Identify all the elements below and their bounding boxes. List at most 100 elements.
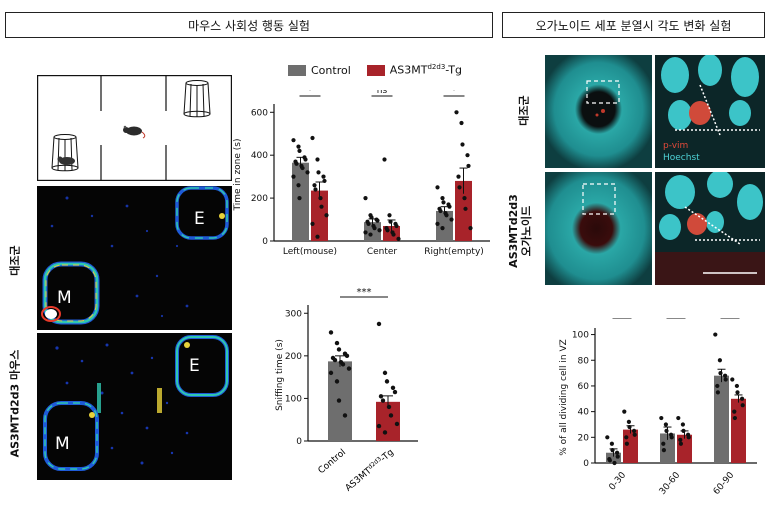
data-point [376, 321, 382, 327]
header-social-behavior: 마우스 사회성 행동 실험 [5, 12, 493, 38]
data-point [669, 435, 674, 440]
significance-label: ns [377, 90, 388, 96]
y-tick-label: 80 [578, 356, 590, 366]
data-point [328, 330, 334, 335]
micro-tg-zoom-image [655, 172, 765, 285]
zone-marker-empty-tg: E [189, 356, 200, 376]
data-point [459, 120, 464, 126]
data-point [465, 153, 470, 158]
bar [731, 398, 746, 463]
data-point [632, 432, 637, 437]
data-point [346, 366, 352, 371]
data-point [336, 398, 342, 403]
micro-control-overview-image [545, 55, 652, 168]
y-tick-label: 300 [285, 309, 302, 319]
y-tick-label: 400 [251, 151, 268, 161]
row-label-micro-tg: AS3MTd2d3 오가노이드 [507, 191, 537, 271]
data-point [334, 379, 340, 384]
bar [660, 433, 675, 463]
data-point [340, 362, 346, 367]
x-tick-label: Right(empty) [424, 247, 484, 257]
data-point [391, 232, 396, 237]
micro-tg-overview [545, 172, 652, 285]
y-axis-label: % of all dividing cell in VZ [559, 339, 569, 456]
data-point [681, 428, 686, 433]
significance-label: *** [357, 287, 372, 298]
data-point [468, 226, 473, 231]
data-point [457, 185, 462, 190]
data-point [368, 232, 373, 237]
data-point [435, 221, 440, 226]
x-tick-label: AS3MTd2d3-Tg [343, 447, 396, 494]
data-point [612, 460, 617, 466]
data-point [313, 187, 318, 192]
data-point [324, 213, 329, 218]
data-point [378, 394, 384, 399]
data-point [322, 178, 327, 184]
data-point [466, 163, 471, 169]
data-point [441, 200, 446, 205]
data-point [438, 208, 443, 214]
x-tick-label: 0-30 [608, 470, 629, 492]
data-point [680, 422, 685, 427]
data-point [463, 206, 468, 211]
micro-tg-zoom [655, 172, 765, 285]
data-point [291, 174, 296, 179]
row-label-micro-tg-line1: AS3MTd2d3 [507, 194, 520, 268]
legend-swatch-tg [366, 64, 385, 76]
bar [606, 452, 621, 463]
y-tick-label: 600 [251, 108, 268, 118]
data-point [715, 383, 720, 389]
data-point [678, 437, 683, 442]
data-point [456, 174, 461, 179]
data-point [440, 195, 445, 201]
bar [364, 222, 381, 241]
data-point [735, 390, 740, 395]
data-point [363, 230, 368, 235]
data-point [627, 424, 632, 430]
data-point [305, 170, 310, 175]
zone-marker-mouse-tg: M [55, 434, 70, 454]
data-point [659, 415, 664, 421]
data-point [444, 213, 449, 218]
data-point [626, 419, 631, 425]
data-point [663, 422, 668, 427]
significance-label: * [308, 90, 313, 96]
data-point [387, 213, 392, 218]
x-tick-label: 30-60 [658, 470, 683, 497]
data-point [312, 183, 317, 188]
data-point [624, 435, 629, 440]
micro-control-overview [545, 55, 652, 168]
data-point [678, 441, 683, 446]
data-point [661, 448, 666, 453]
data-point [296, 183, 301, 188]
zone-marker-empty: E [194, 209, 205, 229]
heatmap-control-image: M E [41, 186, 229, 325]
data-point [332, 357, 338, 363]
data-point [449, 217, 454, 222]
data-point [440, 226, 445, 231]
data-point [460, 142, 465, 147]
micro-control-zoom: p-vim Hoechst [655, 55, 765, 168]
header-organoid-division: 오가노이드 세포 분열시 각도 변화 실험 [502, 12, 765, 38]
data-point [610, 448, 615, 453]
bar [714, 375, 729, 463]
data-point [615, 454, 620, 459]
data-point [396, 236, 401, 241]
heatmap-tg: M E [37, 333, 232, 480]
row-label-micro-control: 대조군 [517, 95, 531, 126]
data-point [664, 428, 669, 433]
data-point [740, 403, 745, 408]
y-tick-label: 20 [578, 433, 590, 443]
chart-division-angle: 0 20 40 60 80 100% of all dividing cell in VZ… [559, 318, 757, 497]
data-point [686, 435, 691, 440]
data-point [316, 170, 321, 175]
y-axis-label: Time in zone (s) [233, 139, 243, 212]
data-point [723, 373, 728, 378]
y-tick-label: 100 [572, 331, 589, 341]
data-point [447, 204, 452, 209]
data-point [366, 221, 371, 226]
data-point [713, 332, 718, 337]
row-label-heatmap-tg: AS3MTd2d3 마우스 [8, 349, 22, 458]
y-tick-label: 0 [262, 237, 268, 247]
